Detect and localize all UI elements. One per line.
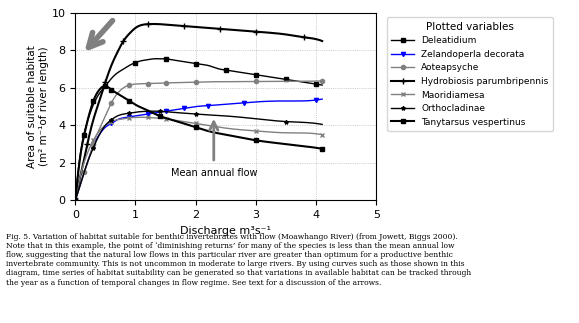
Text: Mean annual flow: Mean annual flow: [171, 168, 257, 178]
Legend: Deleatidium, Zelandoperla decorata, Aoteapsyche, Hydrobiosis parumbripennis, Mao: Deleatidium, Zelandoperla decorata, Aote…: [387, 17, 553, 131]
Y-axis label: Area of suitable habitat
(m² m⁻¹of river length): Area of suitable habitat (m² m⁻¹of river…: [27, 45, 49, 168]
Text: Fig. 5. Variation of habitat suitable for benthic invertebrates with flow (Moawh: Fig. 5. Variation of habitat suitable fo…: [6, 233, 471, 287]
X-axis label: Discharge m³s⁻¹: Discharge m³s⁻¹: [180, 225, 272, 235]
